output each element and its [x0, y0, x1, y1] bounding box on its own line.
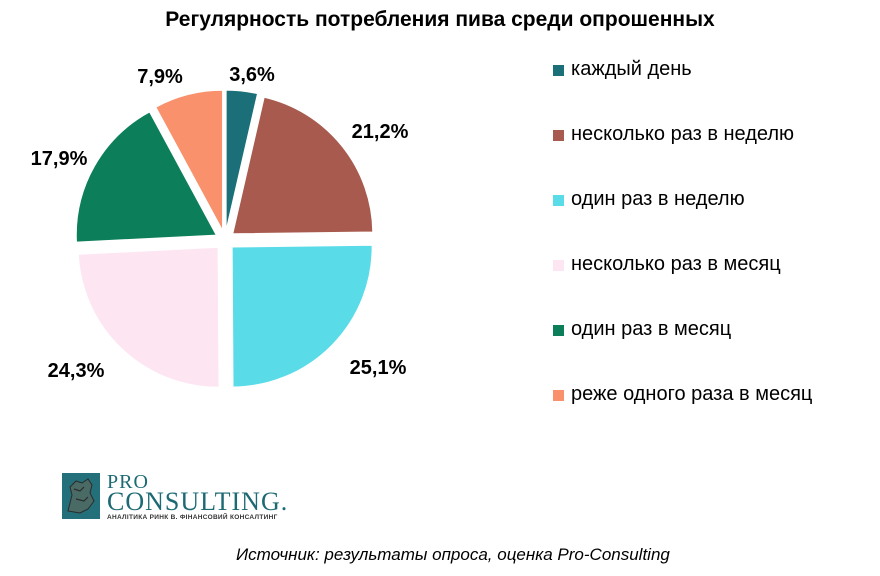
pie-slice [232, 96, 374, 235]
chart-legend: каждый день несколько раз в неделю один … [553, 58, 812, 448]
logo-consulting-text: CONSULTING. [107, 487, 289, 516]
data-label: 7,9% [137, 66, 183, 88]
legend-swatch [553, 390, 564, 401]
legend-item: несколько раз в неделю [553, 123, 812, 188]
logo-tagline: АНАЛІТИКА РИНК В. ФІНАНСОВИЙ КОНСАЛТИНГ [107, 514, 278, 521]
legend-label: реже одного раза в месяц [571, 383, 813, 405]
pie-slice [231, 244, 373, 388]
data-label: 21,2% [352, 121, 409, 143]
pie-slice [225, 89, 259, 231]
pro-consulting-logo: PRO CONSULTING. АНАЛІТИКА РИНК В. ФІНАНС… [62, 471, 287, 523]
legend-swatch [553, 195, 564, 206]
data-label: 17,9% [31, 148, 88, 170]
logo-emblem-icon [62, 473, 100, 519]
legend-label: один раз в неделю [571, 188, 745, 210]
legend-label: несколько раз в неделю [571, 123, 795, 145]
data-label: 3,6% [229, 64, 275, 86]
pie-slice [77, 246, 220, 388]
legend-label: несколько раз в месяц [571, 253, 781, 275]
chart-title: Регулярность потребления пива среди опро… [165, 8, 715, 31]
legend-swatch [553, 325, 564, 336]
pie-slice [75, 111, 218, 243]
data-label: 25,1% [350, 357, 407, 379]
pie-slice [155, 89, 224, 231]
legend-item: реже одного раза в месяц [553, 383, 812, 448]
legend-swatch [553, 130, 564, 141]
legend-swatch [553, 65, 564, 76]
data-label: 24,3% [48, 360, 105, 382]
legend-item: один раз в месяц [553, 318, 812, 383]
legend-item: один раз в неделю [553, 188, 812, 253]
legend-item: несколько раз в месяц [553, 253, 812, 318]
source-note: Источник: результаты опроса, оценка Pro-… [236, 545, 670, 564]
legend-label: один раз в месяц [571, 318, 732, 340]
legend-label: каждый день [571, 58, 692, 80]
legend-item: каждый день [553, 58, 812, 123]
legend-swatch [553, 260, 564, 271]
logo-pro-text: PRO [107, 471, 149, 493]
